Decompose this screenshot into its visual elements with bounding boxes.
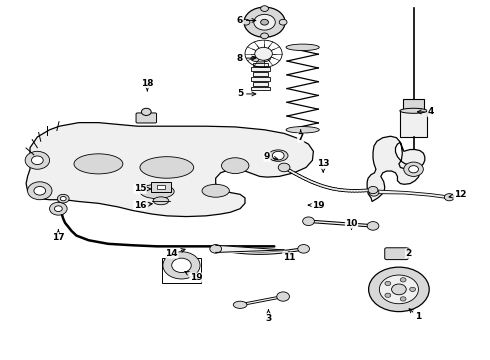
- Circle shape: [303, 217, 315, 226]
- Bar: [251, 67, 270, 71]
- Bar: [251, 77, 270, 81]
- Circle shape: [392, 284, 406, 295]
- Circle shape: [261, 6, 269, 12]
- Ellipse shape: [74, 154, 123, 174]
- Text: 19: 19: [308, 201, 324, 210]
- Ellipse shape: [153, 197, 169, 205]
- FancyBboxPatch shape: [385, 248, 408, 260]
- Text: 13: 13: [317, 159, 329, 172]
- Circle shape: [60, 197, 66, 201]
- Text: 3: 3: [265, 310, 271, 323]
- Text: 4: 4: [417, 107, 434, 116]
- Bar: [253, 72, 268, 76]
- Circle shape: [279, 19, 287, 25]
- FancyBboxPatch shape: [400, 110, 427, 137]
- Circle shape: [369, 189, 379, 196]
- Bar: [251, 86, 270, 90]
- Polygon shape: [26, 123, 314, 217]
- Circle shape: [404, 162, 423, 176]
- Text: 7: 7: [297, 130, 304, 142]
- Circle shape: [410, 287, 416, 292]
- Circle shape: [261, 33, 269, 39]
- Circle shape: [244, 7, 285, 37]
- Text: 19: 19: [185, 271, 202, 282]
- Circle shape: [142, 108, 151, 116]
- Ellipse shape: [140, 184, 174, 199]
- Circle shape: [210, 244, 221, 253]
- Circle shape: [368, 186, 378, 194]
- FancyBboxPatch shape: [151, 182, 171, 192]
- Circle shape: [298, 244, 310, 253]
- Polygon shape: [373, 190, 450, 199]
- Ellipse shape: [286, 127, 319, 133]
- FancyBboxPatch shape: [157, 185, 165, 189]
- Text: 6: 6: [237, 16, 256, 25]
- Text: 5: 5: [237, 89, 256, 98]
- Text: 17: 17: [52, 230, 65, 242]
- FancyBboxPatch shape: [403, 99, 424, 110]
- Ellipse shape: [221, 158, 249, 174]
- Circle shape: [27, 182, 52, 200]
- Circle shape: [379, 275, 418, 304]
- Circle shape: [367, 222, 379, 230]
- Ellipse shape: [286, 44, 319, 50]
- Circle shape: [400, 278, 406, 282]
- Circle shape: [49, 202, 67, 215]
- Text: 14: 14: [166, 249, 185, 258]
- Circle shape: [57, 194, 69, 203]
- Circle shape: [255, 47, 272, 60]
- Text: 12: 12: [449, 190, 466, 199]
- Ellipse shape: [233, 301, 247, 309]
- Circle shape: [31, 156, 43, 165]
- Circle shape: [409, 166, 418, 173]
- Text: 9: 9: [264, 152, 278, 161]
- Circle shape: [242, 19, 250, 25]
- Ellipse shape: [140, 157, 194, 178]
- Text: 10: 10: [345, 219, 358, 229]
- Circle shape: [25, 151, 49, 169]
- Circle shape: [172, 258, 191, 273]
- Text: 18: 18: [141, 79, 153, 91]
- Circle shape: [385, 293, 391, 297]
- Ellipse shape: [269, 150, 288, 161]
- Ellipse shape: [202, 184, 229, 197]
- Text: 1: 1: [409, 309, 421, 321]
- FancyBboxPatch shape: [136, 113, 157, 123]
- Text: 2: 2: [406, 248, 412, 258]
- Circle shape: [444, 194, 454, 201]
- Bar: [253, 63, 268, 67]
- Ellipse shape: [400, 108, 427, 113]
- Polygon shape: [367, 136, 425, 202]
- Circle shape: [54, 206, 62, 212]
- Circle shape: [254, 14, 275, 30]
- Circle shape: [368, 267, 429, 312]
- Circle shape: [277, 292, 290, 301]
- Text: 15: 15: [134, 184, 151, 193]
- Circle shape: [400, 297, 406, 301]
- Bar: [253, 82, 268, 86]
- Circle shape: [163, 252, 200, 279]
- Circle shape: [261, 19, 269, 25]
- Circle shape: [278, 163, 290, 172]
- Text: 16: 16: [134, 201, 152, 210]
- Circle shape: [272, 151, 284, 160]
- Ellipse shape: [251, 55, 270, 62]
- Circle shape: [34, 186, 46, 195]
- Circle shape: [385, 281, 391, 285]
- Text: 11: 11: [283, 252, 295, 262]
- Text: 8: 8: [237, 54, 256, 63]
